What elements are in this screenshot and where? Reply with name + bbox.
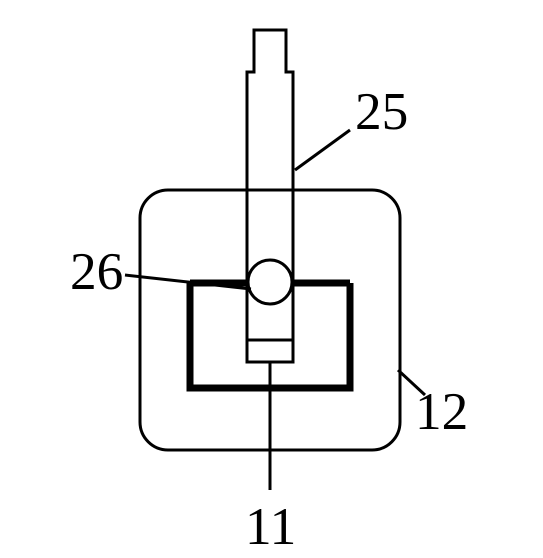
label-26: 26 xyxy=(70,240,123,302)
label-12: 12 xyxy=(415,380,468,442)
label-25: 25 xyxy=(355,80,408,142)
foot-plate xyxy=(247,340,293,362)
leader-25 xyxy=(295,130,350,170)
label-11: 11 xyxy=(245,495,296,557)
pivot-circle xyxy=(248,260,292,304)
diagram-stage: 25 26 12 11 xyxy=(0,0,543,558)
